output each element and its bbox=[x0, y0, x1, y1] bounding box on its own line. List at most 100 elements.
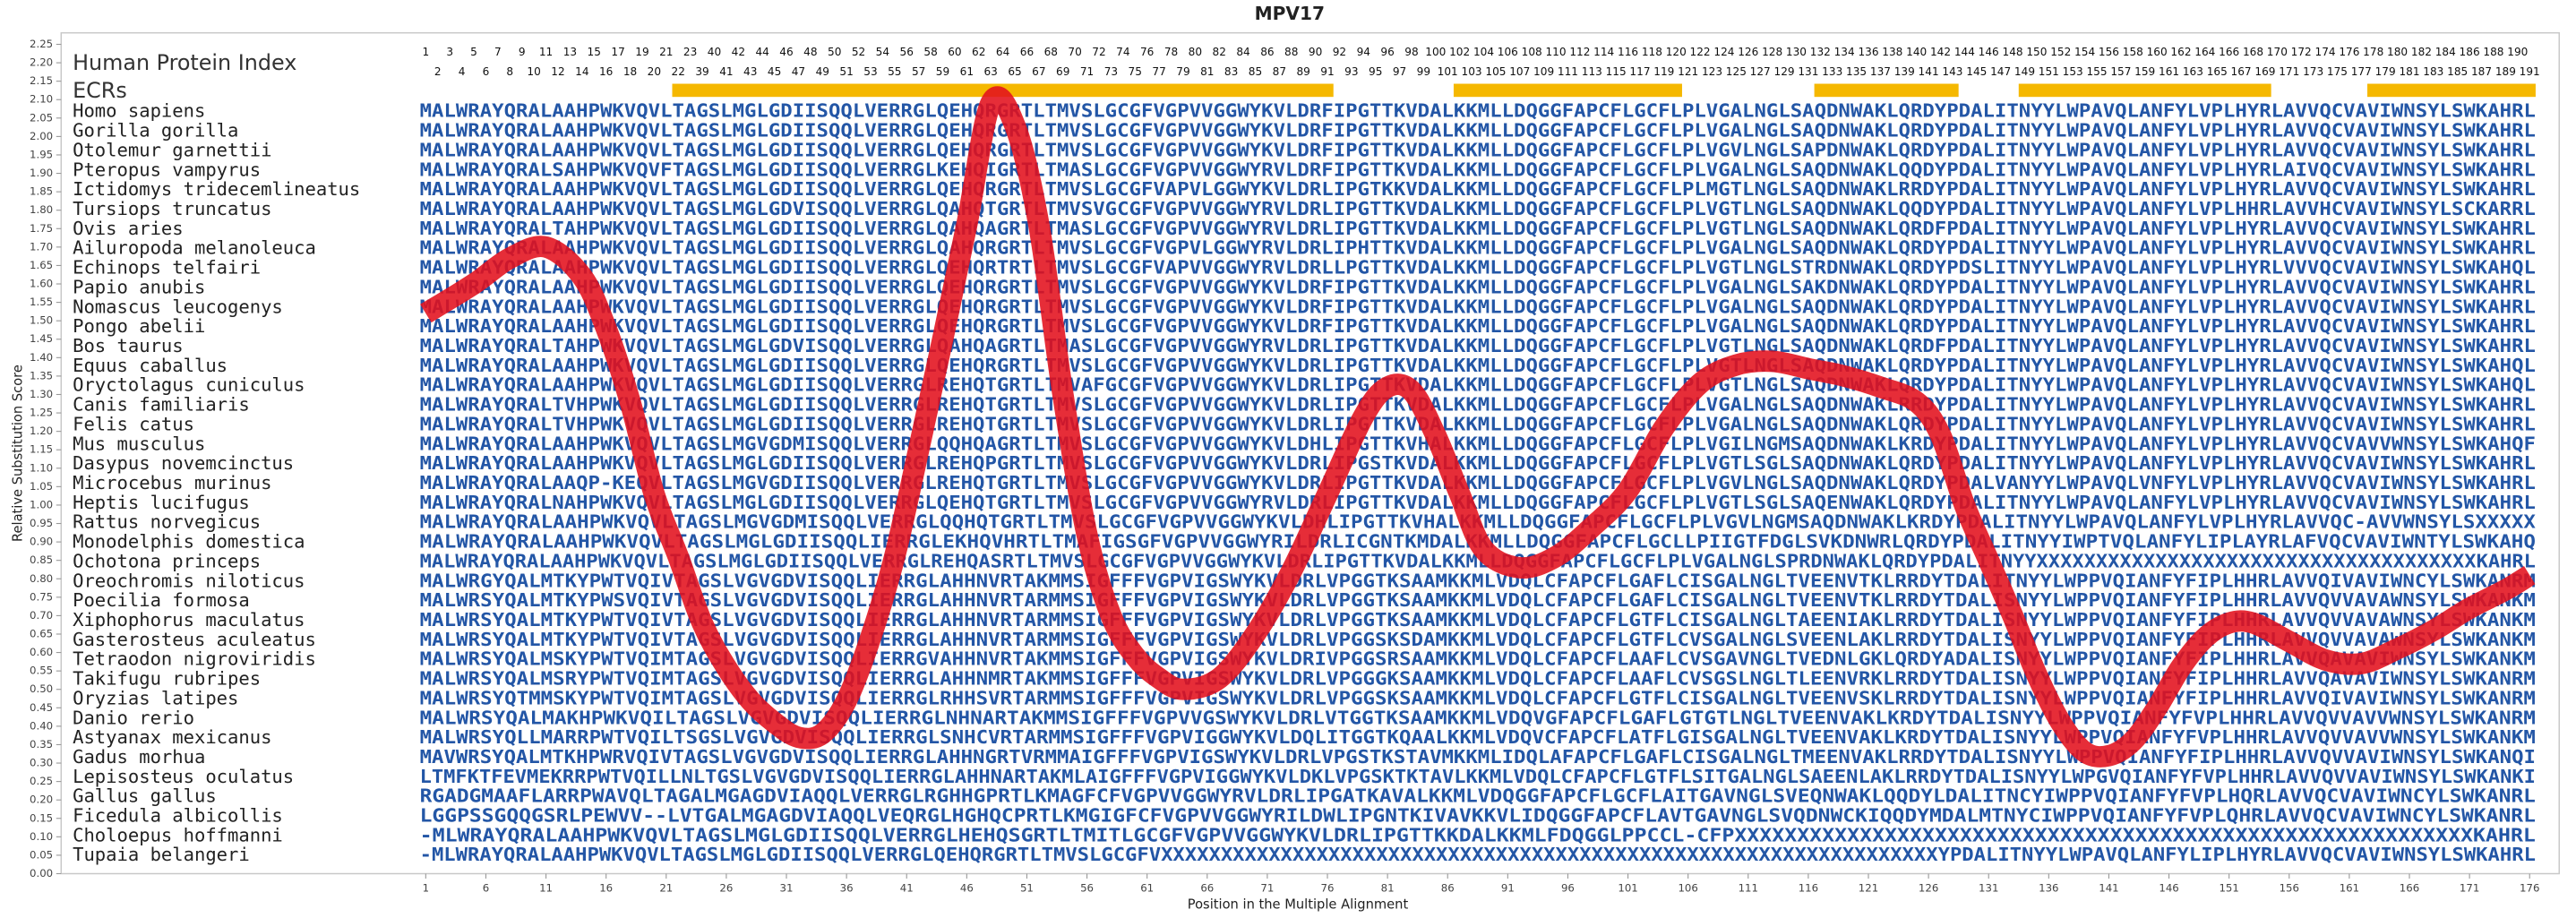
species-name: Equus caballus bbox=[73, 355, 228, 376]
index-number: 162 bbox=[2170, 46, 2191, 58]
y-tick-label: 2.15 bbox=[30, 74, 53, 87]
index-number: 166 bbox=[2219, 46, 2239, 58]
sequence: LTMFKTFEVMEKRRPWTVQILLNLTGSLVGVGDVISQQLI… bbox=[420, 766, 2536, 787]
index-number: 143 bbox=[1942, 65, 1962, 78]
index-number: 132 bbox=[1810, 46, 1831, 58]
sequence: MALWRAYQRALAAHPWKVQVLTAGSLMGVGDMISQQLVER… bbox=[420, 433, 2536, 454]
index-number: 155 bbox=[2086, 65, 2107, 78]
index-number: 148 bbox=[2003, 46, 2023, 58]
index-number: 44 bbox=[755, 46, 769, 58]
sequence: MALWRAYQRALSAHPWKVQVFTAGSLMGLGDIISQQLVER… bbox=[420, 159, 2536, 180]
index-number: 137 bbox=[1870, 65, 1891, 78]
index-number: 159 bbox=[2134, 65, 2155, 78]
index-number: 160 bbox=[2147, 46, 2168, 58]
species-name: Pongo abelii bbox=[73, 315, 205, 337]
index-number: 156 bbox=[2099, 46, 2119, 58]
y-tick-label: 1.70 bbox=[30, 240, 53, 253]
index-number: 103 bbox=[1462, 65, 1482, 78]
index-number: 72 bbox=[1092, 46, 1105, 58]
species-name: Ficedula albicollis bbox=[73, 805, 283, 827]
species-name: Tupaia belangeri bbox=[73, 844, 250, 865]
ecr-bar bbox=[1814, 83, 1959, 98]
index-number: 187 bbox=[2471, 65, 2492, 78]
index-label: Human Protein Index bbox=[73, 50, 296, 75]
index-number: 158 bbox=[2123, 46, 2143, 58]
y-tick-label: 1.60 bbox=[30, 278, 53, 290]
index-number: 77 bbox=[1152, 65, 1165, 78]
ecr-bar bbox=[2367, 83, 2536, 98]
species-name: Ovis aries bbox=[73, 218, 184, 239]
index-number: 125 bbox=[1726, 65, 1747, 78]
y-tick-label: 1.15 bbox=[30, 443, 53, 456]
sequence: MALWRAYQRALTAHPWKVQVLTAGSLMGLGDIISQQLVER… bbox=[420, 218, 2536, 239]
index-number: 164 bbox=[2194, 46, 2215, 58]
index-number: 138 bbox=[1882, 46, 1902, 58]
sequence: -MLWRAYQRALAAHPWKVQVLTAGSLMGLGDIISQQLVER… bbox=[420, 844, 2536, 865]
index-number: 1 bbox=[422, 46, 429, 58]
x-tick-label: 6 bbox=[483, 881, 489, 894]
sequence: MALWRAYQRALAAHPWKVQVLTAGSLMGLGDIISQQLVER… bbox=[420, 120, 2536, 142]
sequence: MALWRAYQRALAAHPWKVQVLTAGSLMGLGDIISQQLVER… bbox=[420, 257, 2536, 279]
plot: 0.00 0.05 0.10 0.15 0.20 0.25 0.30 0.35 0.40 0.45… bbox=[30, 38, 2540, 894]
x-tick-label: 1 bbox=[423, 881, 429, 894]
index-number: 82 bbox=[1213, 46, 1226, 58]
index-number: 76 bbox=[1140, 46, 1154, 58]
species-name: Heptis lucifugus bbox=[73, 492, 250, 513]
index-number: 39 bbox=[695, 65, 708, 78]
sequence: MALWRSYQLLMARRPWTVQILTSGSLVGVGDVISQQLIER… bbox=[420, 726, 2536, 748]
y-tick-label: 1.30 bbox=[30, 388, 53, 400]
index-number: 191 bbox=[2520, 65, 2540, 78]
x-axis-title: Position in the Multiple Alignment bbox=[1188, 897, 1409, 912]
index-number: 94 bbox=[1357, 46, 1371, 58]
index-number: 115 bbox=[1606, 65, 1627, 78]
sequence: MALWRAYQRALTVHPWKVQVLTAGSLMGLGDIISQQLVER… bbox=[420, 394, 2536, 416]
index-number: 168 bbox=[2243, 46, 2263, 58]
y-tick-label: 0.65 bbox=[30, 627, 53, 639]
species-name: Rattus norvegicus bbox=[73, 511, 261, 533]
species-name: Ictidomys tridecemlineatus bbox=[73, 178, 360, 200]
x-tick-label: 26 bbox=[719, 881, 733, 894]
sequence: MALWRAYQRALAAHPWKVQVLTAGSLMGLGDIISQQLVER… bbox=[420, 276, 2536, 297]
index-number: 151 bbox=[2039, 65, 2059, 78]
sequence: MALWRAYQRALAAQP-KEQVLTAGSLMGVGDIISQQLVER… bbox=[420, 472, 2536, 493]
y-tick-label: 1.75 bbox=[30, 222, 53, 235]
index-number: 133 bbox=[1822, 65, 1842, 78]
index-number: 85 bbox=[1249, 65, 1262, 78]
species-name: Gorilla gorilla bbox=[73, 120, 238, 142]
index-number: 40 bbox=[708, 46, 721, 58]
index-number: 110 bbox=[1545, 46, 1566, 58]
y-tick-label: 0.35 bbox=[30, 738, 53, 751]
species-name: Homo sapiens bbox=[73, 100, 205, 122]
index-number: 59 bbox=[936, 65, 949, 78]
x-tick-label: 66 bbox=[1200, 881, 1214, 894]
index-number: 141 bbox=[1919, 65, 1939, 78]
x-tick-label: 71 bbox=[1260, 881, 1274, 894]
index-number: 10 bbox=[527, 65, 540, 78]
index-number: 16 bbox=[599, 65, 613, 78]
index-number: 68 bbox=[1044, 46, 1058, 58]
sequence: MALWRSYQALMAKHPWKVQILTAGSLVGVGDVISQQLIER… bbox=[420, 707, 2536, 728]
x-tick-label: 141 bbox=[2099, 881, 2118, 894]
sequence: MALWRAYQRALAAHPWKVQVLTAGSLMGLGDIISQQLVER… bbox=[420, 178, 2536, 200]
index-number: 119 bbox=[1653, 65, 1674, 78]
index-number: 61 bbox=[960, 65, 974, 78]
sequence: MALWRAYQRALTVHPWKVQVLTAGSLMGLGDIISQQLVER… bbox=[420, 413, 2536, 434]
species-name: Microcebus murinus bbox=[73, 472, 271, 493]
y-tick-label: 0.30 bbox=[30, 757, 53, 769]
species-name: Bos taurus bbox=[73, 335, 184, 356]
index-number: 102 bbox=[1449, 46, 1470, 58]
score-line bbox=[420, 86, 2536, 768]
index-number: 7 bbox=[494, 46, 502, 58]
index-number: 53 bbox=[863, 65, 877, 78]
plot-frame bbox=[60, 31, 2560, 875]
index-number: 171 bbox=[2279, 65, 2299, 78]
y-tick-label: 2.05 bbox=[30, 111, 53, 124]
ecr-bar bbox=[2018, 83, 2271, 98]
x-tick-label: 176 bbox=[2520, 881, 2539, 894]
y-tick-label: 0.05 bbox=[30, 848, 53, 861]
index-number: 149 bbox=[2014, 65, 2035, 78]
ecr-bar bbox=[1453, 83, 1682, 98]
sequence: MALWRAYQRALTAHPWKVQVLTAGSLMGLGDVISQQLVER… bbox=[420, 335, 2536, 356]
y-tick-label: 1.20 bbox=[30, 425, 53, 437]
